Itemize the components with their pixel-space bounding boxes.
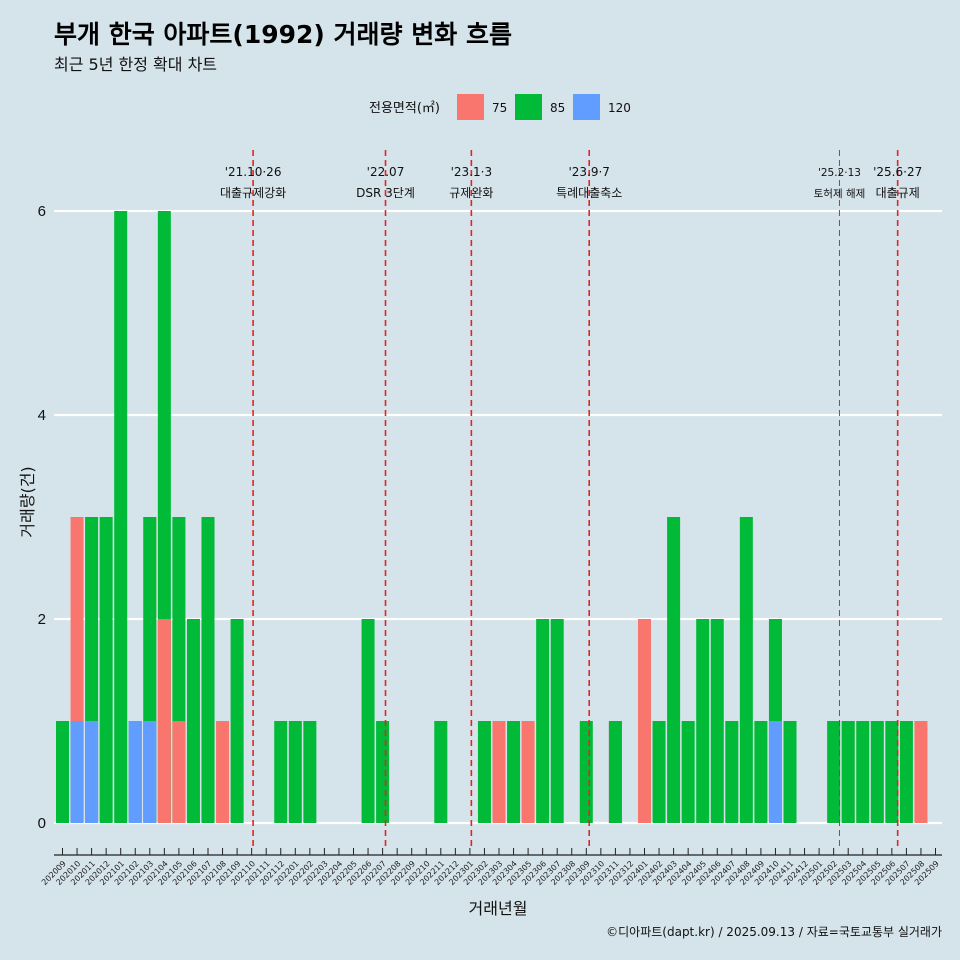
bar-202411-85 [783, 721, 797, 823]
legend-swatch-120 [573, 94, 600, 120]
bar-202502-85 [827, 721, 841, 823]
bar-202106-85 [186, 619, 200, 823]
chart-subtitle: 최근 5년 한정 확대 차트 [54, 55, 217, 74]
bar-202104-75 [157, 619, 171, 823]
bar-202303-75 [492, 721, 506, 823]
bar-202505-85 [870, 721, 884, 823]
legend-swatch-85 [515, 94, 542, 120]
bar-202506-85 [885, 721, 899, 823]
legend-label-75: 75 [492, 101, 507, 115]
bar-202108-75 [216, 721, 230, 823]
bar-202405-85 [696, 619, 710, 823]
bar-202409-85 [754, 721, 768, 823]
bar-202010-120 [70, 721, 84, 823]
event-date-0: '21.10·26 [225, 165, 282, 179]
y-axis: 0 2 4 6 [38, 203, 46, 832]
event-desc-5: 대출규제 [876, 186, 920, 200]
y-tick-label-6: 6 [38, 203, 46, 220]
bar-202309-85 [579, 721, 593, 823]
event-lines: '21.10·26 대출규제강화 '22.07 DSR 3단계 '23.1·3 규제완화 '… [220, 150, 922, 850]
legend-swatch-75 [457, 94, 484, 120]
bar-202202-85 [303, 721, 317, 823]
event-desc-3: 특례대출축소 [556, 186, 622, 200]
event-desc-2: 규제완화 [449, 186, 493, 200]
legend-label-120: 120 [608, 101, 631, 115]
bar-202504-85 [856, 721, 870, 823]
x-axis-title: 거래년월 [469, 899, 528, 918]
chart-title: 부개 한국 아파트(1992) 거래량 변화 흐름 [54, 20, 512, 49]
bar-202311-85 [608, 721, 622, 823]
bar-202307-85 [550, 619, 564, 823]
bar-202105-75 [172, 721, 186, 823]
bar-202410-120 [768, 721, 782, 823]
y-axis-title: 거래량(건) [18, 466, 37, 537]
bar-202304-85 [507, 721, 521, 823]
bar-202305-75 [521, 721, 535, 823]
event-desc-0: 대출규제강화 [220, 186, 286, 200]
event-desc-1: DSR 3단계 [356, 186, 415, 200]
bar-202402-85 [652, 721, 666, 823]
bar-202408-85 [739, 517, 753, 823]
legend-title: 전용면적(㎡) [369, 101, 440, 116]
legend: 전용면적(㎡) 75 85 120 [369, 94, 631, 120]
y-tick-label-4: 4 [38, 407, 46, 424]
bar-202406-85 [710, 619, 724, 823]
bar-202403-85 [667, 517, 681, 823]
event-date-4: '25.2·13 [818, 167, 861, 179]
bar-202302-85 [477, 721, 491, 823]
bar-202102-120 [128, 721, 142, 823]
event-date-5: '25.6·27 [873, 165, 922, 179]
bar-202206-85 [361, 619, 375, 823]
bar-202407-85 [725, 721, 739, 823]
bar-202109-85 [230, 619, 244, 823]
bar-202101-85 [114, 211, 128, 823]
chart-caption: ©디아파트(dapt.kr) / 2025.09.13 / 자료=국토교통부 실… [606, 925, 942, 939]
bar-202103-120 [143, 721, 157, 823]
bar-202404-85 [681, 721, 695, 823]
bar-202107-85 [201, 517, 215, 823]
y-tick-label-0: 0 [38, 815, 46, 832]
bar-202009-85 [56, 721, 69, 823]
bar-202507-85 [899, 721, 913, 823]
bars [56, 211, 928, 823]
legend-label-85: 85 [550, 101, 565, 115]
bar-202112-85 [274, 721, 288, 823]
bar-202211-85 [434, 721, 448, 823]
bar-202503-85 [841, 721, 855, 823]
bar-202306-85 [536, 619, 550, 823]
bar-202207-85 [376, 721, 390, 823]
bar-202012-85 [99, 517, 113, 823]
bar-202011-120 [85, 721, 99, 823]
event-date-1: '22.07 [367, 165, 405, 179]
bar-202401-75 [638, 619, 651, 823]
event-date-2: '23.1·3 [451, 165, 492, 179]
event-desc-4: 토허제 해제 [814, 187, 866, 200]
bar-202508-75 [914, 721, 928, 823]
bar-202201-85 [288, 721, 302, 823]
event-date-3: '23.9·7 [568, 165, 609, 179]
y-tick-label-2: 2 [38, 611, 46, 628]
x-axis: 2020092020102020112020122021012021022021… [40, 848, 942, 887]
